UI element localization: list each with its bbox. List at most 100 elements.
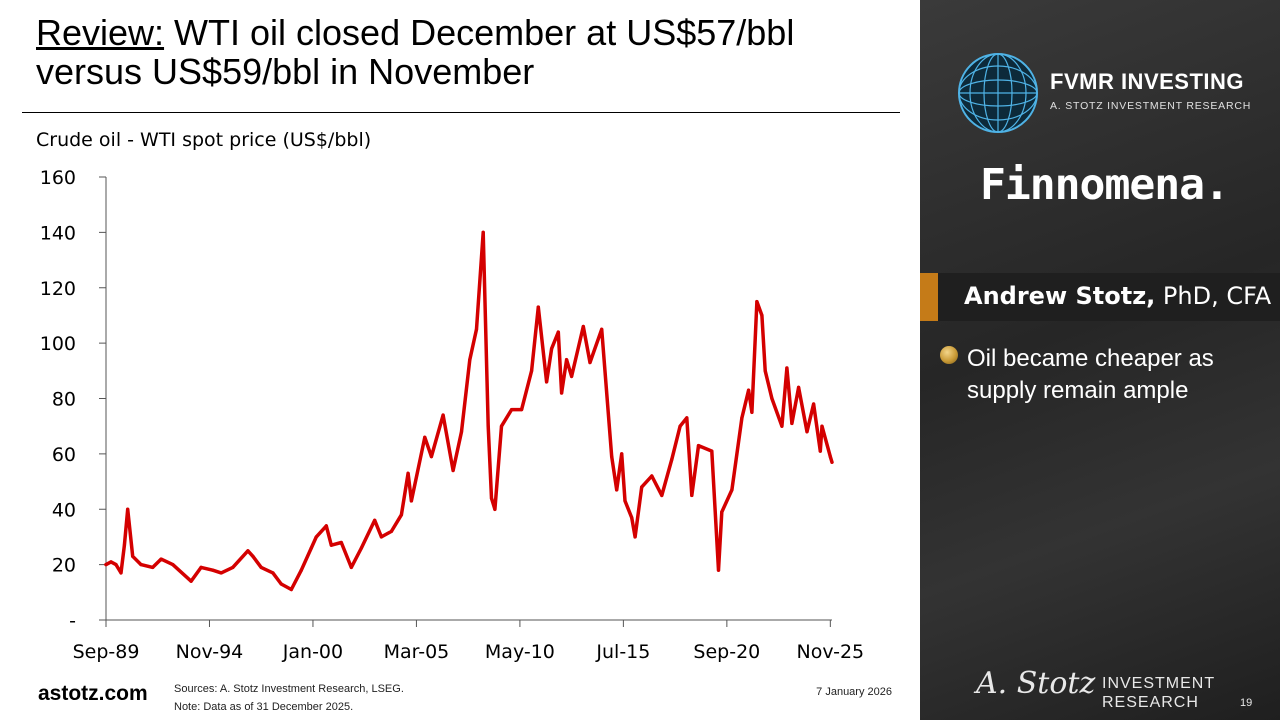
data-point <box>246 549 250 553</box>
data-point <box>474 327 479 331</box>
data-point <box>499 424 504 428</box>
data-point <box>189 579 193 583</box>
stotz-signature-logo: A. Stotz <box>976 666 1096 701</box>
data-point <box>696 444 701 448</box>
data-point <box>600 327 604 331</box>
data-point <box>550 347 554 351</box>
data-point <box>690 493 694 497</box>
data-point <box>199 565 203 569</box>
data-point <box>570 374 574 378</box>
data-point <box>790 421 794 425</box>
y-tick-label: 100 <box>40 333 76 355</box>
x-tick-label: Sep-89 <box>73 641 140 663</box>
title-prefix: Review: <box>36 12 165 53</box>
slide-date: 7 January 2026 <box>816 686 892 698</box>
data-point <box>159 557 163 561</box>
data-point <box>720 510 724 514</box>
data-point <box>750 410 754 414</box>
data-point <box>797 385 801 389</box>
data-point <box>685 416 689 420</box>
data-point <box>219 571 223 575</box>
data-point <box>565 358 569 362</box>
data-point <box>373 518 377 522</box>
data-point <box>231 565 235 569</box>
data-point <box>489 496 494 500</box>
data-point <box>126 507 130 511</box>
author-band: Andrew Stotz, PhD, CFA <box>920 273 1280 321</box>
data-point <box>481 230 485 234</box>
globe-icon <box>958 53 1038 133</box>
data-point <box>623 499 627 503</box>
data-point <box>359 546 363 550</box>
data-point <box>830 460 834 464</box>
data-point <box>545 380 549 384</box>
slide-title: Review: WTI oil closed December at US$57… <box>36 12 896 92</box>
page-number: 19 <box>1240 697 1253 709</box>
data-point <box>122 543 126 547</box>
data-point <box>389 529 393 533</box>
data-point <box>339 540 343 545</box>
data-point <box>780 424 784 428</box>
data-point <box>730 488 734 492</box>
data-point <box>828 455 832 459</box>
chart-title: Crude oil - WTI spot price (US$/bbl) <box>36 129 371 151</box>
data-point <box>379 535 383 539</box>
data-point <box>760 313 764 317</box>
data-point <box>581 324 585 329</box>
stotz-line1: INVESTMENT <box>1102 675 1216 692</box>
data-point <box>119 571 123 575</box>
author-name: Andrew Stotz, <box>964 282 1156 310</box>
data-point <box>747 388 751 392</box>
data-point <box>556 330 560 334</box>
x-tick-label: Mar-05 <box>384 641 450 663</box>
data-point <box>640 485 644 489</box>
y-tick-label: 60 <box>52 444 76 466</box>
data-point <box>171 563 175 567</box>
stotz-research-label: INVESTMENT RESEARCH <box>1102 674 1215 712</box>
data-point <box>530 369 534 373</box>
finnomena-logo: Finnomena. <box>980 160 1230 210</box>
data-point <box>763 369 767 373</box>
x-tick-label: Nov-94 <box>176 641 244 663</box>
data-point <box>740 416 744 420</box>
data-point <box>588 360 592 365</box>
data-point <box>818 449 822 453</box>
y-tick-label: 40 <box>52 499 76 521</box>
data-point <box>820 424 824 428</box>
data-point <box>441 413 445 417</box>
data-point <box>259 565 263 569</box>
data-point <box>429 455 433 459</box>
wti-oil-price-chart: Crude oil - WTI spot price (US$/bbl) - 20… <box>36 129 865 663</box>
website-brand: astotz.com <box>38 682 148 705</box>
data-point <box>812 402 816 406</box>
author-band-inner: Andrew Stotz, PhD, CFA <box>938 273 1280 321</box>
data-point <box>770 396 774 401</box>
y-tick-label: - <box>69 610 76 632</box>
data-point <box>324 524 328 528</box>
note-text: Note: Data as of 31 December 2025. <box>174 701 354 713</box>
data-point <box>109 560 113 564</box>
data-point <box>251 554 255 558</box>
x-tick-label: Jan-00 <box>282 641 343 663</box>
x-tick-label: Nov-25 <box>797 641 865 663</box>
x-tick-label: May-10 <box>485 641 555 663</box>
y-tick-label: 140 <box>40 222 76 244</box>
data-point <box>468 358 472 362</box>
y-tick-label: 20 <box>52 555 76 577</box>
chart-axes <box>105 177 832 621</box>
data-point <box>279 582 283 586</box>
data-point <box>459 430 464 434</box>
gold-sphere-bullet-icon <box>940 346 958 364</box>
data-point <box>716 568 721 572</box>
fvmr-logo-name: FVMR INVESTING <box>1050 69 1245 94</box>
data-point <box>755 300 759 304</box>
data-point <box>211 568 215 572</box>
x-tick-label: Jul-15 <box>595 641 650 663</box>
author-credit: Andrew Stotz, PhD, CFA <box>964 282 1271 310</box>
data-point <box>299 568 303 572</box>
data-point <box>309 546 313 550</box>
data-point <box>271 571 275 575</box>
data-point <box>615 488 619 492</box>
data-point <box>406 471 410 475</box>
data-point <box>329 543 333 547</box>
